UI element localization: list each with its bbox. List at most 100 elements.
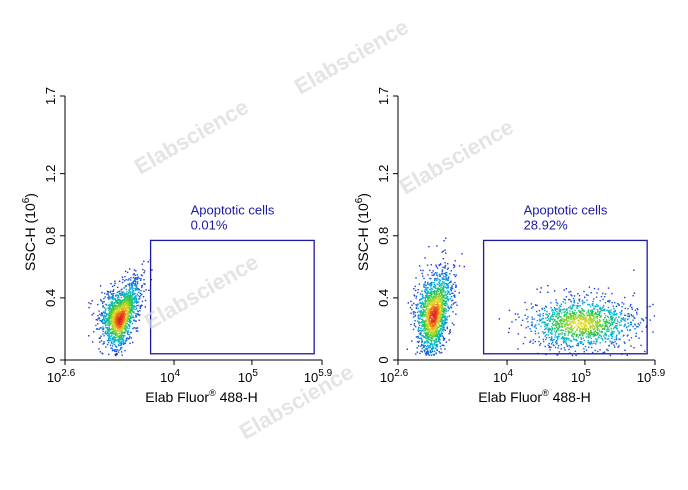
event-dot [438,300,440,303]
event-dot [429,317,431,319]
event-dot [116,329,118,331]
event-dot [438,294,440,296]
event-dot [118,305,121,308]
event-dot [102,301,104,303]
event-dot [583,310,585,312]
event-dot [109,306,111,308]
event-dot [441,278,444,280]
x-tick-label: 105 [571,368,591,385]
event-dot [428,319,431,321]
event-dot [128,297,130,299]
event-dot [99,337,102,339]
event-dot [565,314,567,316]
event-dot [126,308,128,310]
event-dot [575,314,577,316]
event-dot [568,323,570,325]
event-dot [423,303,425,305]
event-dot [98,348,100,350]
event-dot [103,314,106,317]
event-dot [428,313,431,315]
event-dot [113,309,116,311]
event-dot [583,324,585,326]
event-dot [556,328,559,330]
event-dot [136,301,139,303]
event-dot [573,332,575,334]
event-dot [115,318,117,320]
event-dot [444,302,446,305]
event-dot [559,316,561,318]
event-dot [616,325,618,327]
event-dot [446,304,448,306]
event-dot [544,309,546,312]
event-dot [590,331,592,333]
event-dot [557,308,559,310]
event-dot [132,282,135,285]
event-dot [424,292,427,294]
event-dot [420,350,422,352]
event-dot [441,316,443,318]
event-dot [442,258,444,260]
event-dot [121,308,123,311]
event-dot [106,321,108,323]
event-dot [558,307,560,309]
event-dot [440,283,442,286]
event-dot [108,329,110,331]
event-dot [597,311,599,313]
event-dot [92,312,95,315]
event-dot [424,309,427,311]
event-dot [599,342,601,344]
event-dot [436,317,438,319]
event-dot [438,288,441,291]
event-dot [582,317,584,320]
event-dot [426,305,429,307]
event-dot [448,339,450,341]
event-dot [417,291,419,294]
event-dot [441,293,443,295]
event-dot [120,289,122,291]
event-dot [444,301,446,304]
event-dot [595,321,598,324]
event-dot [603,351,606,353]
event-dot [599,316,601,318]
event-dot [564,337,567,339]
event-dot [421,313,423,316]
event-dot [430,321,432,323]
event-dot [110,347,112,349]
event-dot [426,312,429,314]
event-dot [432,320,434,323]
event-dot [130,301,132,303]
event-dot [124,298,126,301]
event-dot [114,317,116,319]
event-dot [123,321,125,323]
event-dot [626,329,629,331]
event-dot [587,330,590,333]
event-dot [436,293,438,295]
event-dot [545,338,547,341]
event-dot [121,331,123,333]
event-dot [556,341,558,343]
event-dot [103,322,105,325]
event-dot [101,320,103,322]
event-dot [423,286,425,289]
event-dot [424,306,426,308]
event-dot [440,273,443,275]
event-dot [630,337,633,339]
event-dot [108,327,110,329]
event-dot [575,317,578,319]
event-dot [125,288,128,291]
event-dot [434,296,436,299]
event-dot [125,329,127,331]
event-dot [573,299,575,302]
event-dot [455,313,457,315]
event-dot [596,314,598,316]
event-dot [135,327,137,330]
event-dot [563,336,565,339]
event-dot [129,320,132,322]
event-dot [442,301,444,304]
event-dot [106,290,109,293]
event-dot [589,343,591,345]
left-x-axis-title: Elab Fluor® 488-H [145,388,257,405]
event-dot [440,307,443,309]
event-dot [422,344,424,346]
event-dot [124,293,126,295]
